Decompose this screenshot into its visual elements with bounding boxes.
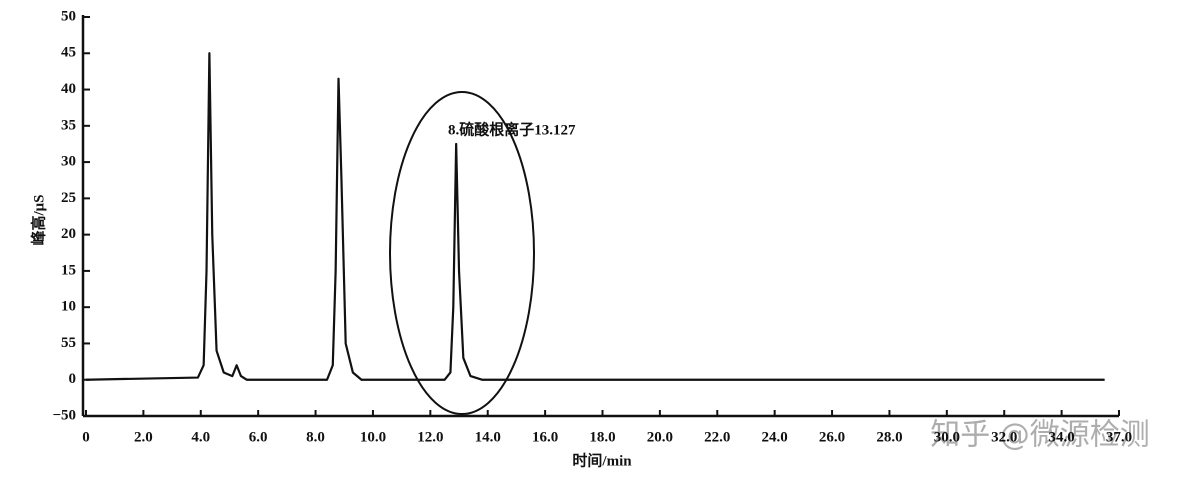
x-tick-label: 8.0 xyxy=(306,429,325,445)
y-tick-label: 55 xyxy=(61,335,76,351)
x-tick-label: 32.0 xyxy=(991,429,1017,445)
x-tick-label: 16.0 xyxy=(532,429,558,445)
x-axis-label: 时间/min xyxy=(572,451,632,469)
x-tick-label: 30.0 xyxy=(934,429,960,445)
y-tick-label: 45 xyxy=(61,45,76,61)
watermark: 知乎 @微源检测 xyxy=(930,418,1150,453)
y-tick-label: 15 xyxy=(61,262,76,278)
x-tick-label: 20.0 xyxy=(647,429,673,445)
y-tick-label: 35 xyxy=(61,117,76,133)
y-tick-label: 40 xyxy=(61,81,76,97)
x-tick-label: 10.0 xyxy=(360,429,386,445)
x-tick-label: 18.0 xyxy=(589,429,615,445)
x-tick-label: 26.0 xyxy=(819,429,845,445)
x-tick-label: 37.0 xyxy=(1106,429,1132,445)
x-tick-label: 28.0 xyxy=(876,429,902,445)
x-tick-label: 34.0 xyxy=(1048,429,1074,445)
x-tick-label: 12.0 xyxy=(417,429,443,445)
chromatogram-line xyxy=(85,52,1105,381)
x-tick-label: 6.0 xyxy=(249,429,268,445)
y-tick-label: 30 xyxy=(61,154,76,170)
annotation: 8.硫酸根离子13.127 xyxy=(448,120,576,138)
y-axis-label: 峰高/μS xyxy=(29,194,47,245)
y-tick-label: 10 xyxy=(61,299,76,315)
x-tick-label: 22.0 xyxy=(704,429,730,445)
x-tick-label: 24.0 xyxy=(762,429,788,445)
x-tick-label: 0 xyxy=(82,429,90,445)
x-tick-label: 14.0 xyxy=(475,429,501,445)
y-tick-label: 0 xyxy=(69,371,77,387)
y-tick-label: 25 xyxy=(61,190,76,206)
x-tick-label: 4.0 xyxy=(191,429,210,445)
x-tick-label: 2.0 xyxy=(134,429,153,445)
highlight-ellipse xyxy=(389,91,535,415)
y-tick-label: 20 xyxy=(61,226,76,242)
y-tick-label: 50 xyxy=(61,8,76,24)
y-tick-label: −50 xyxy=(52,407,76,423)
